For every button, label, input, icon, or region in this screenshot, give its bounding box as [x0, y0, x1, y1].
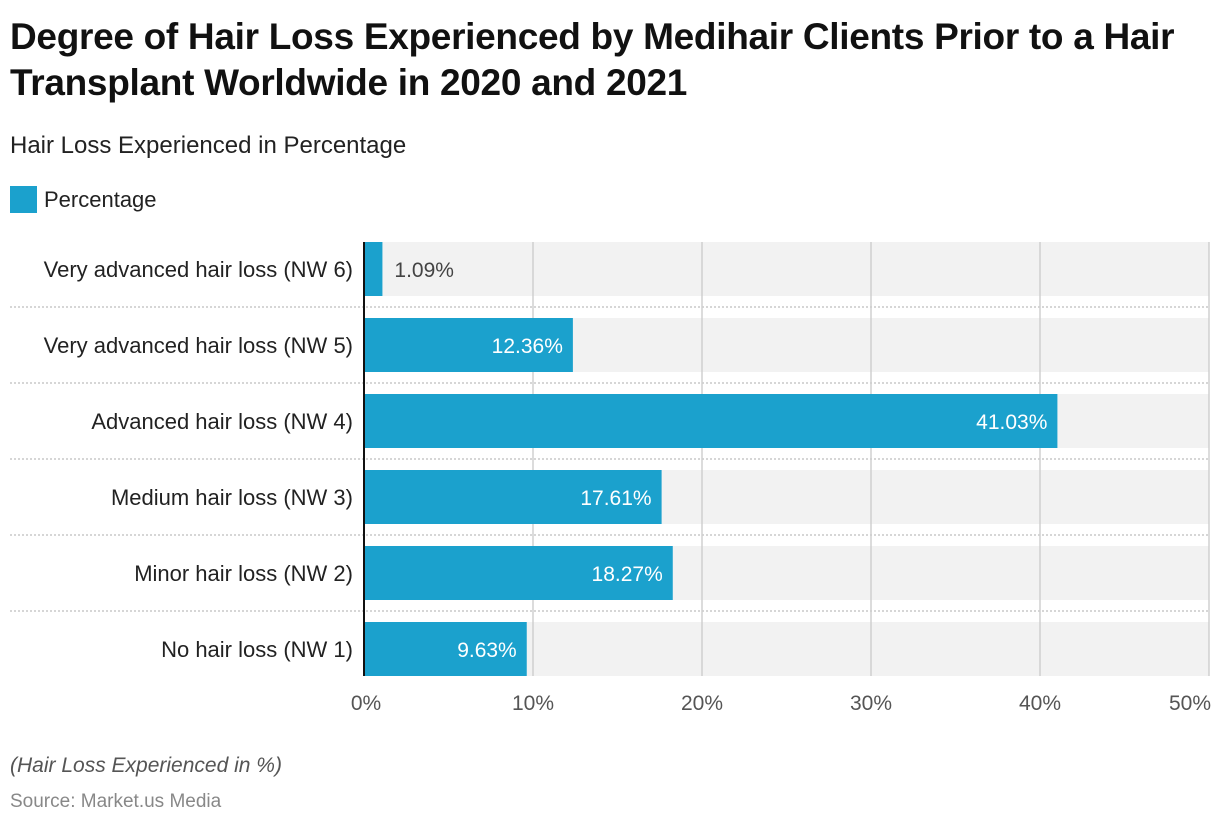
- legend: Percentage: [10, 186, 157, 213]
- bar-track: [364, 242, 1209, 296]
- x-tick-label: 0%: [351, 692, 381, 715]
- x-tick-label: 50%: [1169, 692, 1211, 715]
- category-label: No hair loss (NW 1): [161, 637, 353, 662]
- category-label: Advanced hair loss (NW 4): [91, 409, 353, 434]
- chart-source: Source: Market.us Media: [10, 791, 222, 812]
- chart-title: Degree of Hair Loss Experienced by Medih…: [10, 16, 1175, 103]
- bar: [364, 470, 662, 524]
- category-label: Medium hair loss (NW 3): [111, 485, 353, 510]
- bar: [364, 622, 527, 676]
- category-label: Very advanced hair loss (NW 5): [44, 333, 353, 358]
- bar-chart: 1.09% Very advanced hair loss (NW 6) 12.36…: [10, 242, 1211, 715]
- x-tick-label: 20%: [681, 692, 723, 715]
- data-label: 41.03%: [976, 411, 1047, 434]
- data-label: 1.09%: [394, 259, 454, 282]
- bar: [364, 394, 1058, 448]
- category-label: Very advanced hair loss (NW 6): [44, 257, 353, 282]
- data-label: 12.36%: [492, 335, 563, 358]
- bar: [364, 546, 673, 600]
- chart-note: (Hair Loss Experienced in %): [10, 754, 282, 777]
- x-tick-label: 40%: [1019, 692, 1061, 715]
- chart-subtitle: Hair Loss Experienced in Percentage: [10, 132, 407, 159]
- x-tick-label: 10%: [512, 692, 554, 715]
- category-label: Minor hair loss (NW 2): [134, 561, 353, 586]
- data-label: 9.63%: [457, 639, 517, 662]
- legend-swatch: [10, 186, 37, 213]
- legend-label: Percentage: [44, 186, 157, 212]
- data-label: 17.61%: [580, 487, 651, 510]
- x-tick-label: 30%: [850, 692, 892, 715]
- data-label: 18.27%: [592, 563, 663, 586]
- bar: [364, 318, 573, 372]
- bar: [364, 242, 383, 296]
